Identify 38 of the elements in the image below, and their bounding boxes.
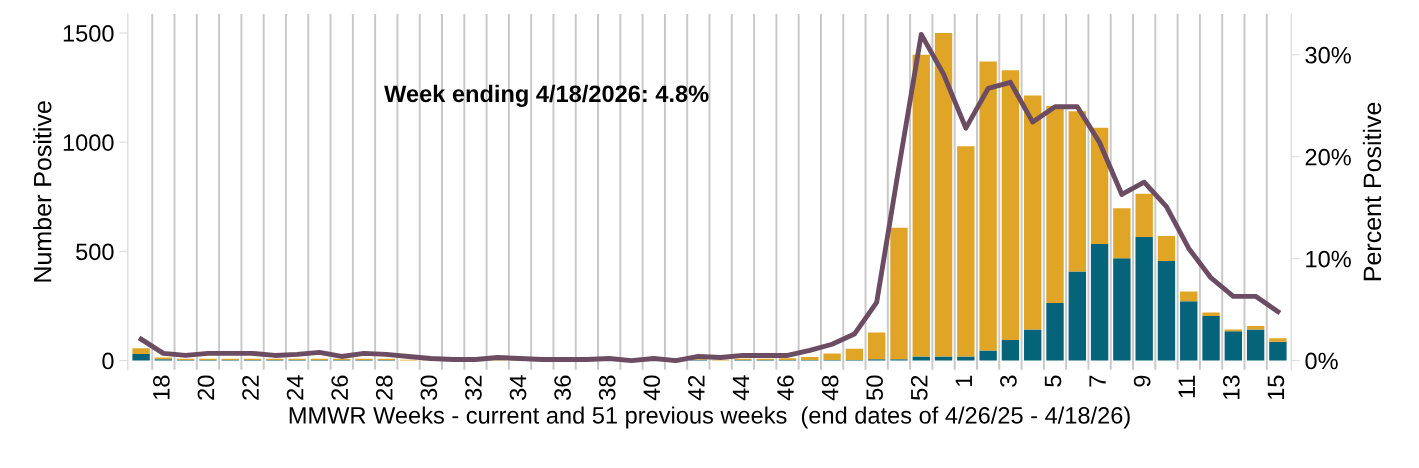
x-tick-label: 22 [242, 375, 259, 400]
x-tick-label: 42 [687, 375, 705, 401]
y2-tick-label: 20% [1305, 148, 1351, 166]
y2-tick-label: 10% [1306, 250, 1351, 268]
x-tick-label: 9 [1133, 375, 1151, 387]
x-axis-title: MMWR Weeks - current and 51 previous weeks (end dates of 4/26/25 - 4/18/26) [289, 406, 1130, 429]
x-tick-label: 52 [910, 375, 928, 400]
y2-axis-title: Percent Positive [1362, 102, 1382, 281]
x-tick-label: 7 [1089, 375, 1106, 387]
x-tick-label: 15 [1267, 375, 1285, 400]
annotation: Week ending 4/18/2026: 4.8% [384, 84, 709, 107]
y-tick-label: 1500 [63, 25, 114, 42]
y-tick-label: 1000 [63, 134, 114, 151]
y-tick-label: 0 [102, 352, 114, 370]
x-tick-label: 5 [1044, 375, 1062, 387]
x-tick-label: 48 [821, 375, 839, 401]
x-tick-label: 3 [1000, 375, 1017, 387]
x-tick-label: 18 [152, 375, 170, 400]
x-tick-label: 46 [777, 375, 794, 401]
x-tick-label: 1 [955, 375, 972, 386]
x-tick-label: 13 [1222, 375, 1240, 400]
x-tick-label: 40 [643, 375, 661, 401]
x-tick-label: 11 [1178, 375, 1195, 398]
y-tick-label: 500 [76, 243, 114, 261]
y2-tick-label: 30% [1305, 46, 1351, 64]
x-tick-label: 38 [598, 375, 616, 400]
x-tick-label: 34 [509, 375, 527, 400]
y2-tick-label: 0% [1305, 352, 1338, 370]
x-tick-label: 44 [732, 375, 750, 401]
y-axis-title: Number Positive [33, 101, 52, 282]
x-tick-label: 26 [331, 375, 349, 400]
x-tick-label: 20 [197, 375, 215, 400]
x-tick-label: 50 [866, 375, 884, 400]
x-tick-label: 28 [375, 375, 393, 400]
x-tick-label: 32 [465, 375, 482, 400]
x-tick-label: 36 [554, 375, 571, 400]
x-tick-label: 30 [420, 375, 438, 400]
x-tick-label: 24 [286, 375, 304, 400]
